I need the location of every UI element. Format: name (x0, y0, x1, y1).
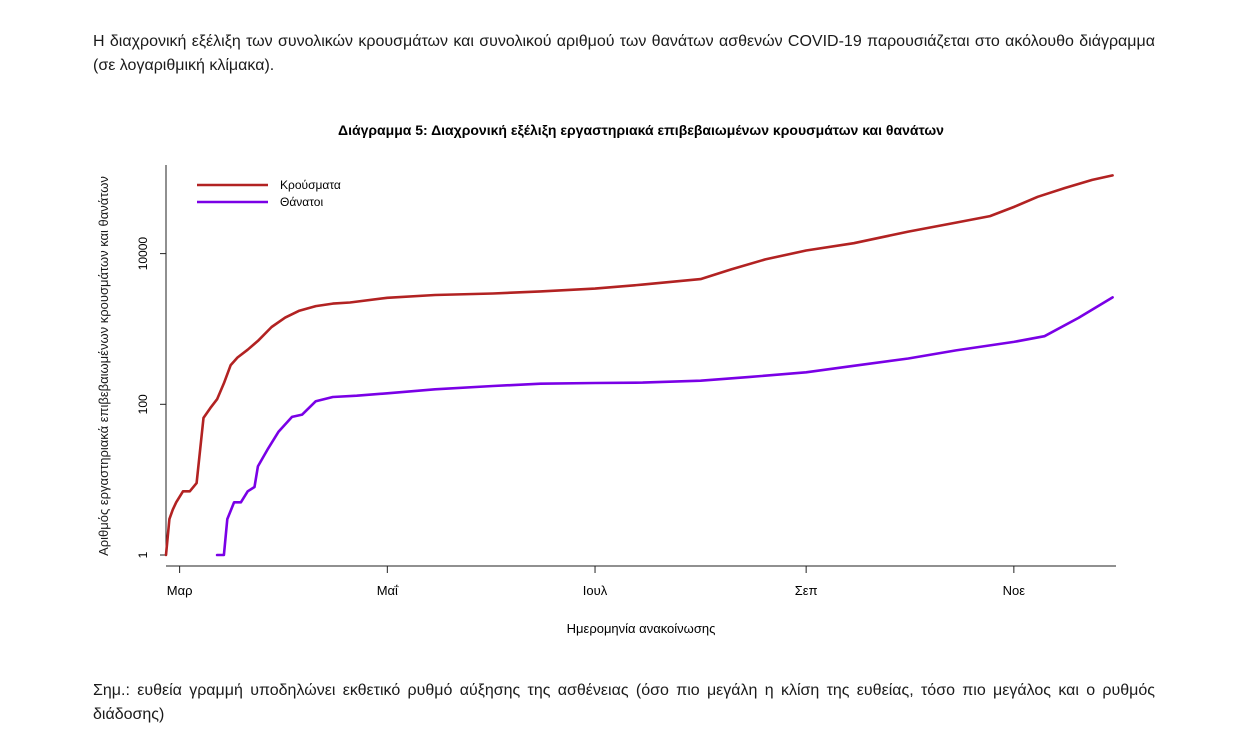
x-tick-label: Νοε (1003, 583, 1026, 598)
y-tick-label: 100 (136, 394, 150, 414)
chart-title: Διάγραμμα 5: Διαχρονική εξέλιξη εργαστηρ… (338, 122, 944, 138)
legend-label: Θάνατοι (280, 195, 323, 209)
series-lines (164, 174, 1114, 557)
x-axis-label: Ημερομηνία ανακοίνωσης (567, 621, 716, 636)
x-tick-label: Μαρ (167, 583, 193, 598)
series-line-1 (215, 296, 1114, 557)
y-tick-label: 10000 (136, 237, 150, 271)
note-paragraph: Σημ.: ευθεία γραμμή υποδηλώνει εκθετικό … (93, 682, 1155, 723)
y-tick-label: 1 (136, 551, 150, 558)
x-tick-label: Μαΐ (377, 583, 399, 598)
chart-legend: Κρούσματα Θάνατοι (197, 178, 341, 209)
intro-paragraph: Η διαχρονική εξέλιξη των συνολικών κρουσ… (93, 33, 1155, 74)
y-axis-label: Αριθμός εργαστηριακά επιβεβαιωμένων κρου… (96, 176, 111, 556)
legend-label: Κρούσματα (280, 178, 341, 192)
x-tick-label: Σεπ (795, 583, 818, 598)
y-axis-ticks: 1 100 10000 (136, 237, 166, 558)
series-line-0 (164, 174, 1114, 557)
x-axis-ticks: Μαρ Μαΐ Ιουλ Σεπ Νοε (167, 566, 1026, 598)
x-tick-label: Ιουλ (583, 583, 608, 598)
